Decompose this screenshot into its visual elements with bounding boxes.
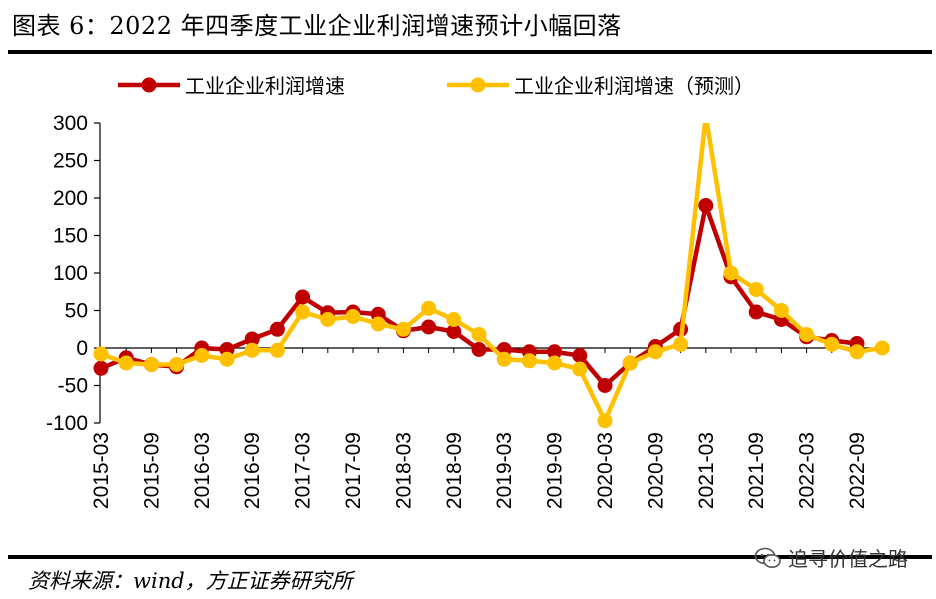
x-tick-label: 2022-09 — [846, 432, 869, 509]
data-point — [698, 198, 714, 213]
data-point — [446, 324, 462, 339]
data-point — [572, 348, 588, 363]
legend-label: 工业企业利润增速（预测） — [514, 74, 754, 98]
data-point — [295, 304, 311, 320]
data-point — [547, 344, 563, 360]
data-point — [93, 360, 109, 376]
data-point — [421, 319, 437, 335]
x-tick-label: 2021-09 — [745, 432, 768, 509]
y-tick-label: -50 — [58, 375, 88, 398]
data-point — [93, 346, 109, 362]
data-point — [269, 342, 285, 358]
data-point — [471, 342, 487, 357]
data-point — [748, 282, 764, 297]
data-point — [244, 331, 260, 347]
data-point — [874, 340, 890, 356]
data-point — [320, 312, 336, 327]
data-point — [169, 357, 185, 372]
data-point — [824, 336, 840, 352]
y-tick-label: 150 — [53, 225, 88, 248]
x-tick-label: 2015-03 — [90, 432, 113, 509]
legend: 工业企业利润增速 工业企业利润增速（预测） — [118, 74, 754, 98]
legend-marker — [470, 77, 486, 93]
data-point — [219, 351, 235, 367]
watermark: 追寻价值之路 — [754, 543, 908, 572]
y-tick-label: -100 — [46, 412, 88, 435]
legend-label: 工业企业利润增速 — [185, 74, 345, 98]
y-tick-label: 250 — [53, 150, 88, 173]
data-point — [194, 348, 210, 363]
data-point — [773, 303, 789, 318]
data-point — [547, 355, 563, 371]
data-point — [496, 351, 512, 367]
data-point — [849, 344, 865, 360]
data-point — [295, 289, 311, 305]
data-point — [143, 357, 159, 372]
x-tick-label: 2020-03 — [594, 432, 617, 509]
chart-title: 图表 6：2022 年四季度工业企业利润增速预计小幅回落 — [12, 12, 622, 40]
y-tick-label: 300 — [53, 112, 88, 135]
x-tick-label: 2019-03 — [493, 432, 516, 509]
x-tick-label: 2015-09 — [140, 432, 163, 509]
y-tick-label: 50 — [65, 300, 88, 323]
y-tick-label: 0 — [76, 337, 88, 360]
data-point — [572, 361, 588, 377]
x-tick-label: 2017-09 — [342, 432, 365, 509]
data-point — [597, 413, 613, 429]
data-point — [673, 336, 689, 352]
source-note: 资料来源：wind，方正证券研究所 — [28, 569, 353, 593]
data-point — [118, 355, 134, 371]
x-tick-label: 2018-03 — [392, 432, 415, 509]
footer-rule — [8, 555, 932, 559]
x-tick-label: 2021-03 — [695, 432, 718, 509]
data-point — [395, 321, 411, 337]
data-point — [597, 378, 613, 393]
watermark-text: 追寻价值之路 — [788, 547, 908, 571]
data-point — [622, 355, 638, 371]
wechat-icon — [754, 547, 781, 568]
data-point — [647, 344, 663, 360]
x-tick-label: 2016-09 — [241, 432, 264, 509]
x-tick-label: 2017-03 — [292, 432, 315, 509]
data-point — [370, 316, 386, 332]
y-tick-label: 200 — [53, 187, 88, 210]
x-tick-label: 2020-09 — [644, 432, 667, 509]
data-point — [748, 304, 764, 320]
x-tick-label: 2022-03 — [796, 432, 819, 509]
series-line — [100, 123, 883, 424]
data-point — [244, 342, 260, 358]
y-tick-label: 100 — [53, 262, 88, 285]
x-tick-label: 2016-03 — [191, 432, 214, 509]
series-actual — [93, 198, 865, 393]
data-point — [521, 353, 537, 369]
title-rule — [8, 50, 932, 54]
series-forecast — [93, 123, 890, 429]
data-point — [421, 300, 437, 316]
data-point — [799, 327, 815, 342]
data-point — [269, 321, 285, 337]
legend-item: 工业企业利润增速（预测） — [447, 74, 754, 98]
data-point — [471, 327, 487, 342]
data-point — [446, 312, 462, 327]
legend-marker — [141, 77, 157, 93]
data-point — [723, 265, 739, 281]
legend-item: 工业企业利润增速 — [118, 74, 345, 98]
x-tick-label: 2019-09 — [544, 432, 567, 509]
data-point — [345, 309, 361, 324]
plot-area — [93, 123, 890, 429]
x-tick-label: 2018-09 — [443, 432, 466, 509]
